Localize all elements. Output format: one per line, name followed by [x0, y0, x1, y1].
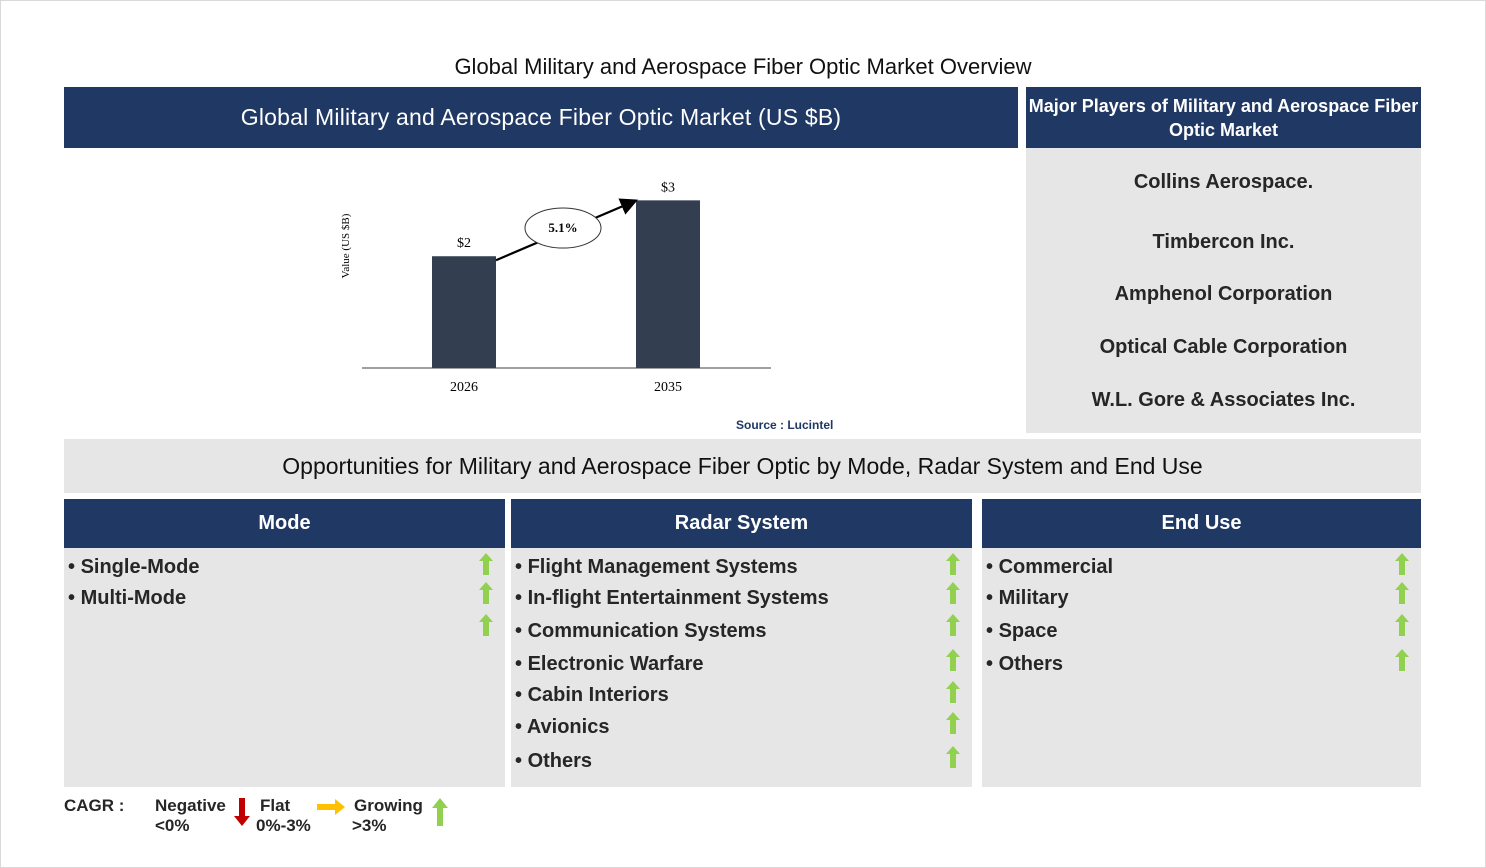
segment-item: • Others [515, 750, 593, 772]
growing-arrow-icon [946, 649, 960, 671]
player-item: Timbercon Inc. [1152, 231, 1295, 253]
legend-growing: Growing >3% [352, 796, 423, 835]
player-item: Optical Cable Corporation [1099, 336, 1348, 358]
growing-arrow-icon [1395, 649, 1409, 671]
segment-item: • Cabin Interiors [515, 684, 669, 706]
flat-arrow-icon [317, 799, 345, 815]
segment-item: • Space [986, 620, 1058, 642]
legend-negative: Negative <0% [155, 796, 226, 835]
segment-item: • Flight Management Systems [515, 556, 798, 578]
segment-header-end-use: End Use [982, 499, 1421, 548]
growing-arrow-icon [946, 712, 960, 734]
cagr-bubble [524, 207, 602, 249]
opportunities-banner: Opportunities for Military and Aerospace… [64, 439, 1421, 493]
players-header: Major Players of Military and Aerospace … [1026, 87, 1421, 148]
data-label: $2 [457, 236, 471, 251]
growing-arrow-icon [946, 746, 960, 768]
growing-arrow-icon [479, 553, 493, 575]
growing-arrow-icon [479, 614, 493, 636]
players-panel: Collins Aerospace. Timbercon Inc. Amphen… [1026, 148, 1421, 433]
cagr-label: 5.1% [548, 220, 577, 235]
bar-2035 [636, 200, 700, 368]
segment-panel-end-use: • Commercial • Military • Space • Others [982, 548, 1421, 787]
x-tick-label: 2026 [450, 380, 478, 395]
growing-arrow-icon [432, 798, 448, 826]
segment-item: • Single-Mode [68, 556, 200, 578]
growing-arrow-icon [1395, 582, 1409, 604]
segment-item: • Avionics [515, 716, 610, 738]
segment-item: • Others [986, 653, 1064, 675]
chart-header: Global Military and Aerospace Fiber Opti… [64, 87, 1018, 148]
growing-arrow-icon [946, 553, 960, 575]
growing-arrow-icon [1395, 614, 1409, 636]
segment-item: • Electronic Warfare [515, 653, 704, 675]
segment-item: • Commercial [986, 556, 1114, 578]
page-title: Global Military and Aerospace Fiber Opti… [454, 54, 1032, 79]
y-axis-label: Value (US $B) [340, 213, 352, 278]
segment-header-mode: Mode [64, 499, 505, 548]
growing-arrow-icon [479, 582, 493, 604]
segment-panel-mode: • Single-Mode • Multi-Mode [64, 548, 505, 787]
segment-item: • Military [986, 587, 1069, 609]
growing-arrow-icon [946, 582, 960, 604]
legend-flat: Flat 0%-3% [256, 796, 311, 835]
source-note: Source : Lucintel [736, 418, 834, 432]
bar-chart: Value (US $B) $2 2026 $3 2035 5.1% [340, 180, 771, 395]
x-tick-label: 2035 [654, 380, 682, 395]
negative-arrow-icon [234, 798, 250, 826]
segment-item: • Multi-Mode [68, 587, 187, 609]
growing-arrow-icon [946, 681, 960, 703]
player-item: Collins Aerospace. [1133, 171, 1314, 193]
growing-arrow-icon [1395, 553, 1409, 575]
legend-label: CAGR : [64, 796, 125, 815]
segment-item: • Communication Systems [515, 620, 767, 642]
segment-panel-radar-system: • Flight Management Systems • In-flight … [511, 548, 972, 787]
segment-header-radar-system: Radar System [511, 499, 972, 548]
player-item: Amphenol Corporation [1114, 283, 1333, 305]
data-label: $3 [661, 180, 675, 195]
player-item: W.L. Gore & Associates Inc. [1091, 389, 1356, 411]
segment-item: • In-flight Entertainment Systems [515, 587, 829, 609]
bar-2026 [432, 256, 496, 368]
growing-arrow-icon [946, 614, 960, 636]
